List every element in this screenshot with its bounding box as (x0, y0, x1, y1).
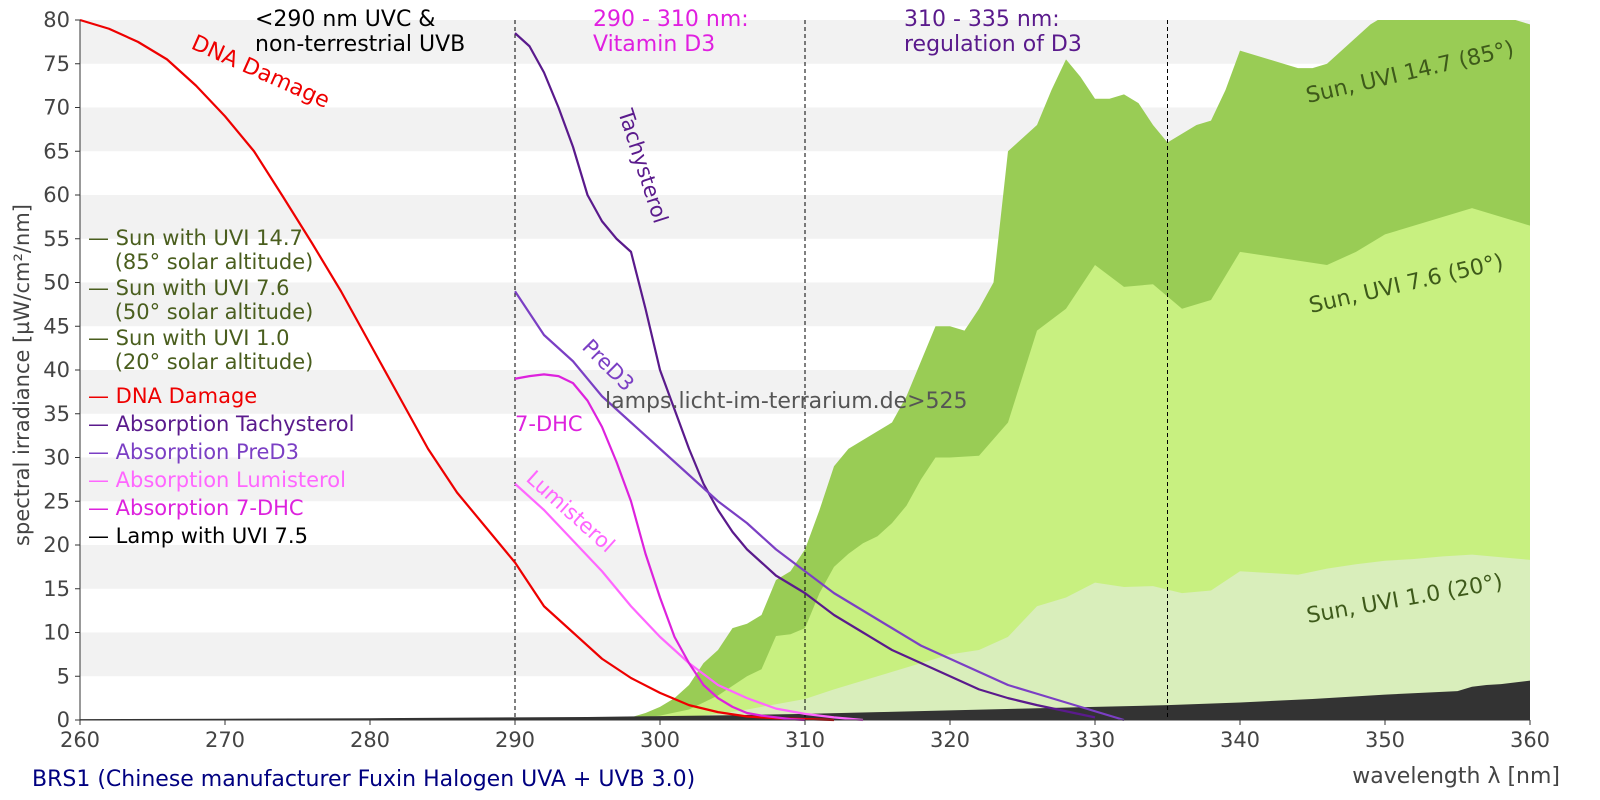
legend: — Sun with UVI 14.7 (85° solar altitude)… (88, 226, 354, 548)
y-tick-label: 75 (43, 52, 70, 76)
x-tick-label: 260 (60, 728, 100, 752)
legend-sun-uvi-7-6-line2: (50° solar altitude) (88, 300, 313, 324)
legend-sun-uvi-14-7-line1: — Sun with UVI 14.7 (88, 226, 303, 250)
area-sun-uvi-1-0-20- (660, 554, 1530, 720)
curve-7-dhc (514, 373, 806, 722)
y-tick-label: 0 (57, 708, 70, 732)
region-label-uvc-line2: non-terrestrial UVB (255, 32, 465, 57)
legend-sun-uvi-1-0-line2: (20° solar altitude) (88, 350, 313, 374)
x-tick-label: 350 (1365, 728, 1405, 752)
region-label-vitamin-d3: 290 - 310 nm: Vitamin D3 (593, 7, 756, 57)
curve-pred3 (514, 290, 1125, 722)
region-label-vitamin-d3-line2: Vitamin D3 (593, 32, 715, 57)
y-tick-label: 20 (43, 533, 70, 557)
y-tick-label: 15 (43, 577, 70, 601)
region-label-regulation-d3: 310 - 335 nm: regulation of D3 (904, 7, 1082, 57)
region-label-uvc-line1: <290 nm UVC & (255, 7, 435, 32)
x-tick-label: 360 (1510, 728, 1550, 752)
y-tick-label: 50 (43, 271, 70, 295)
legend-absorption-lumisterol: — Absorption Lumisterol (88, 468, 346, 492)
legend-absorption-pred3: — Absorption PreD3 (88, 440, 299, 464)
x-tick-label: 290 (495, 728, 535, 752)
x-tick-label: 280 (350, 728, 390, 752)
y-tick-label: 55 (43, 227, 70, 251)
y-tick-label: 5 (57, 664, 70, 688)
region-label-vitamin-d3-line1: 290 - 310 nm: (593, 7, 749, 32)
x-tick-label: 340 (1220, 728, 1260, 752)
y-tick-label: 25 (43, 489, 70, 513)
region-divider-lines (514, 20, 1168, 720)
region-label-uvc: <290 nm UVC & non-terrestrial UVB (255, 7, 465, 57)
x-tick-label: 330 (1075, 728, 1115, 752)
y-tick-label: 40 (43, 358, 70, 382)
y-tick-label: 65 (43, 139, 70, 163)
legend-sun-uvi-7-6-line1: — Sun with UVI 7.6 (88, 276, 290, 300)
region-labels: <290 nm UVC & non-terrestrial UVB 290 - … (255, 7, 1082, 57)
y-axis-label: spectral irradiance [µW/cm²/nm] (10, 204, 34, 546)
region-label-regulation-d3-line1: 310 - 335 nm: (904, 7, 1060, 32)
legend-sun-uvi-1-0: — Sun with UVI 1.0 (20° solar altitude) (88, 326, 313, 374)
x-axis-label: wavelength λ [nm] (1352, 764, 1560, 789)
legend-absorption-tachysterol: — Absorption Tachysterol (88, 412, 354, 436)
area-lamp-with-uvi-7-5 (80, 680, 1530, 720)
y-tick-label: 35 (43, 402, 70, 426)
x-tick-label: 300 (640, 728, 680, 752)
y-tick-label: 70 (43, 96, 70, 120)
tick-labels: 260 270 280 290 300 310 320 330 340 350 360 0 5 10 15 2… (43, 8, 1550, 752)
x-tick-label: 320 (930, 728, 970, 752)
y-tick-label: 30 (43, 446, 70, 470)
legend-sun-uvi-1-0-line1: — Sun with UVI 1.0 (88, 326, 290, 350)
legend-sun-uvi-14-7-line2: (85° solar altitude) (88, 250, 313, 274)
curve-tachysterol (514, 32, 1096, 719)
y-tick-label: 10 (43, 621, 70, 645)
footer-caption: BRS1 (Chinese manufacturer Fuxin Halogen… (32, 767, 695, 792)
absorption-curves (79, 18, 1125, 722)
legend-dna-damage: — DNA Damage (88, 384, 257, 408)
y-tick-label: 60 (43, 183, 70, 207)
legend-sun-uvi-14-7: — Sun with UVI 14.7 (85° solar altitude) (88, 226, 313, 274)
x-tick-label: 270 (205, 728, 245, 752)
region-label-regulation-d3-line2: regulation of D3 (904, 32, 1082, 57)
y-tick-label: 45 (43, 314, 70, 338)
watermark: lamps.licht-im-terrarium.de>525 (605, 389, 968, 414)
y-tick-label: 80 (43, 8, 70, 32)
legend-sun-uvi-7-6: — Sun with UVI 7.6 (50° solar altitude) (88, 276, 313, 324)
curve-dna-damage (79, 18, 835, 722)
x-tick-label: 310 (785, 728, 825, 752)
legend-lamp-uvi-7-5: — Lamp with UVI 7.5 (88, 524, 308, 548)
7-dhc-label: 7-DHC (515, 412, 583, 436)
legend-absorption-7-dhc: — Absorption 7-DHC (88, 496, 304, 520)
